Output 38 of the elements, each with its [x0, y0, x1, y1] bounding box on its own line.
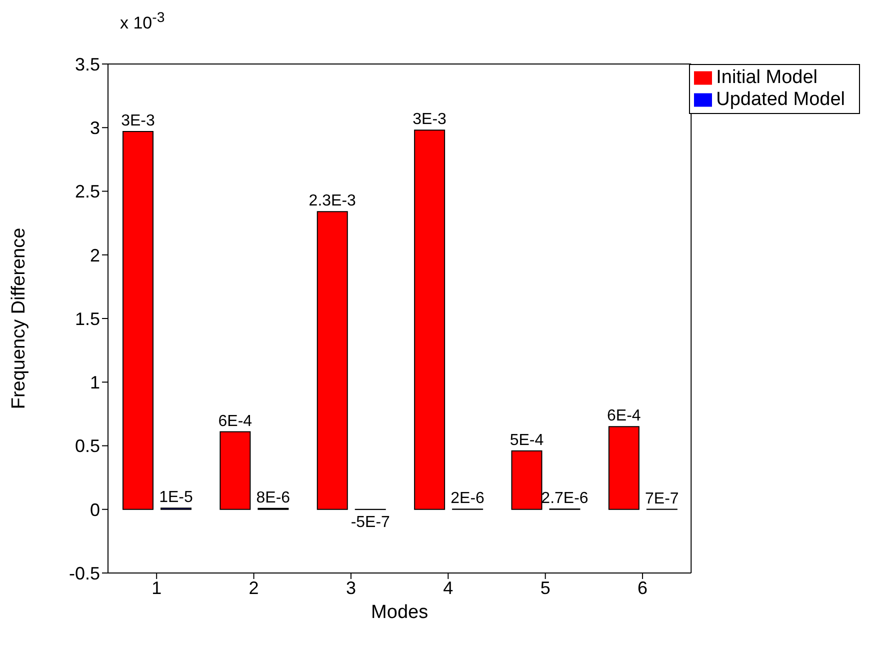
y-tick-label: 1 — [90, 372, 100, 393]
y-tick-label: -0.5 — [68, 563, 100, 584]
annotation: 6E-4 — [607, 408, 641, 425]
annotation: 2E-6 — [450, 490, 485, 508]
y-tick-label: 0 — [90, 500, 100, 520]
annotation: 3E-3 — [412, 111, 447, 128]
y-axis-title: Frequency Difference — [8, 228, 30, 410]
bar — [511, 450, 542, 510]
y-tick-label: 3.5 — [74, 54, 100, 74]
legend-label: Initial Model — [716, 67, 818, 88]
x-tick-label: 3 — [346, 578, 356, 598]
bar — [414, 130, 446, 510]
legend-label: Updated Model — [716, 89, 845, 110]
y-tick-label: 2 — [90, 245, 100, 266]
bar — [316, 211, 348, 510]
annotation: 2.7E-6 — [541, 490, 588, 508]
y-tick-label: 0.5 — [74, 436, 100, 456]
bar — [608, 426, 640, 510]
annotation: -5E-7 — [350, 514, 390, 531]
bar — [220, 431, 251, 510]
y-tick-label: 3 — [90, 118, 100, 138]
x-tick-label: 6 — [638, 578, 648, 598]
annotation: 5E-4 — [510, 432, 544, 449]
annotation: 7E-7 — [645, 490, 679, 508]
y-tick-label: 2.5 — [74, 182, 100, 202]
x-tick-label: 1 — [152, 578, 162, 598]
annotation: 2.3E-3 — [308, 192, 356, 210]
annotation: 6E-4 — [218, 412, 252, 430]
x-tick-label: 5 — [540, 578, 550, 598]
x-axis-title: Modes — [371, 602, 428, 623]
y-tick-label: 1.5 — [74, 308, 100, 329]
annotation: 3E-3 — [121, 112, 155, 130]
bar — [122, 130, 154, 510]
text: x 10$^{-3}$ — [120, 10, 165, 34]
x-tick-label: 2 — [248, 578, 259, 598]
x-tick-label: 4 — [443, 578, 454, 598]
annotation: 8E-6 — [256, 489, 290, 506]
annotation: 1E-5 — [159, 489, 193, 506]
